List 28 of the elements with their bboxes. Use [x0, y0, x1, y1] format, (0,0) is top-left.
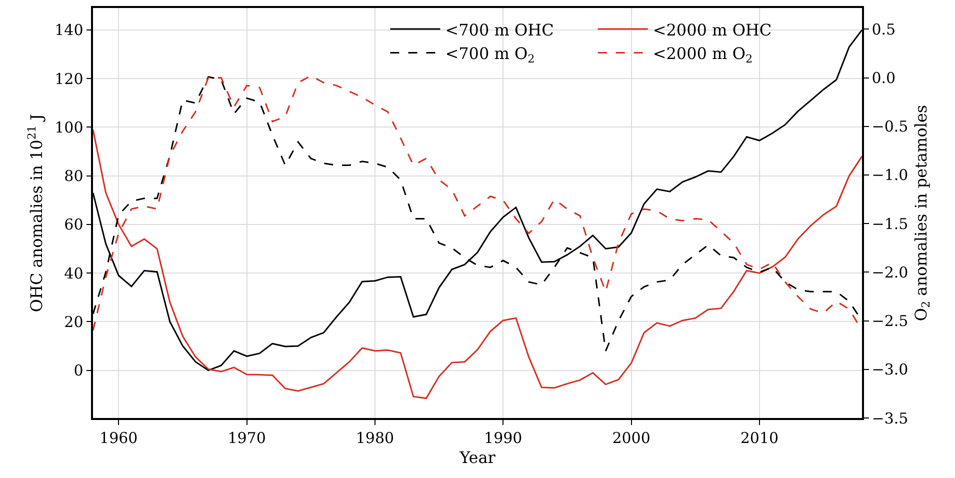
y-tick-label: 40 [64, 264, 84, 282]
y2-tick-label: 0.0 [872, 69, 896, 88]
y2-tick-label: −1.5 [872, 214, 908, 233]
x-tick-label: 2000 [612, 428, 650, 447]
y2-tick-label: −2.5 [872, 312, 908, 330]
x-tick-label: 1960 [100, 428, 138, 447]
y-tick-label: 20 [64, 312, 84, 331]
y-tick-label: 60 [64, 216, 84, 234]
y-tick-label: 0 [74, 362, 84, 380]
y2-tick-label: −2.0 [872, 263, 908, 282]
y-tick-label: 100 [54, 118, 84, 136]
y-tick-label: 140 [54, 21, 84, 40]
legend-label: <2000 m OHC [652, 20, 772, 40]
legend-label: <700 m O$_{2}$ [445, 44, 535, 66]
legend-label: <700 m OHC [445, 20, 554, 40]
y2-tick-label: −0.5 [872, 118, 908, 136]
y2-tick-label: −3.5 [872, 409, 908, 428]
x-tick-label: 1990 [484, 428, 522, 447]
y2-tick-label: −3.0 [872, 360, 908, 379]
legend-label: <2000 m O$_{2}$ [652, 44, 753, 66]
x-axis-title: Year [458, 448, 496, 467]
y2-tick-label: 0.5 [872, 20, 896, 38]
x-tick-label: 1970 [228, 428, 266, 447]
x-tick-label: 1980 [356, 428, 394, 447]
y-tick-label: 80 [64, 167, 84, 186]
y-tick-label: 120 [54, 70, 84, 88]
y2-tick-label: −1.0 [872, 166, 908, 184]
x-tick-label: 2010 [740, 428, 779, 447]
